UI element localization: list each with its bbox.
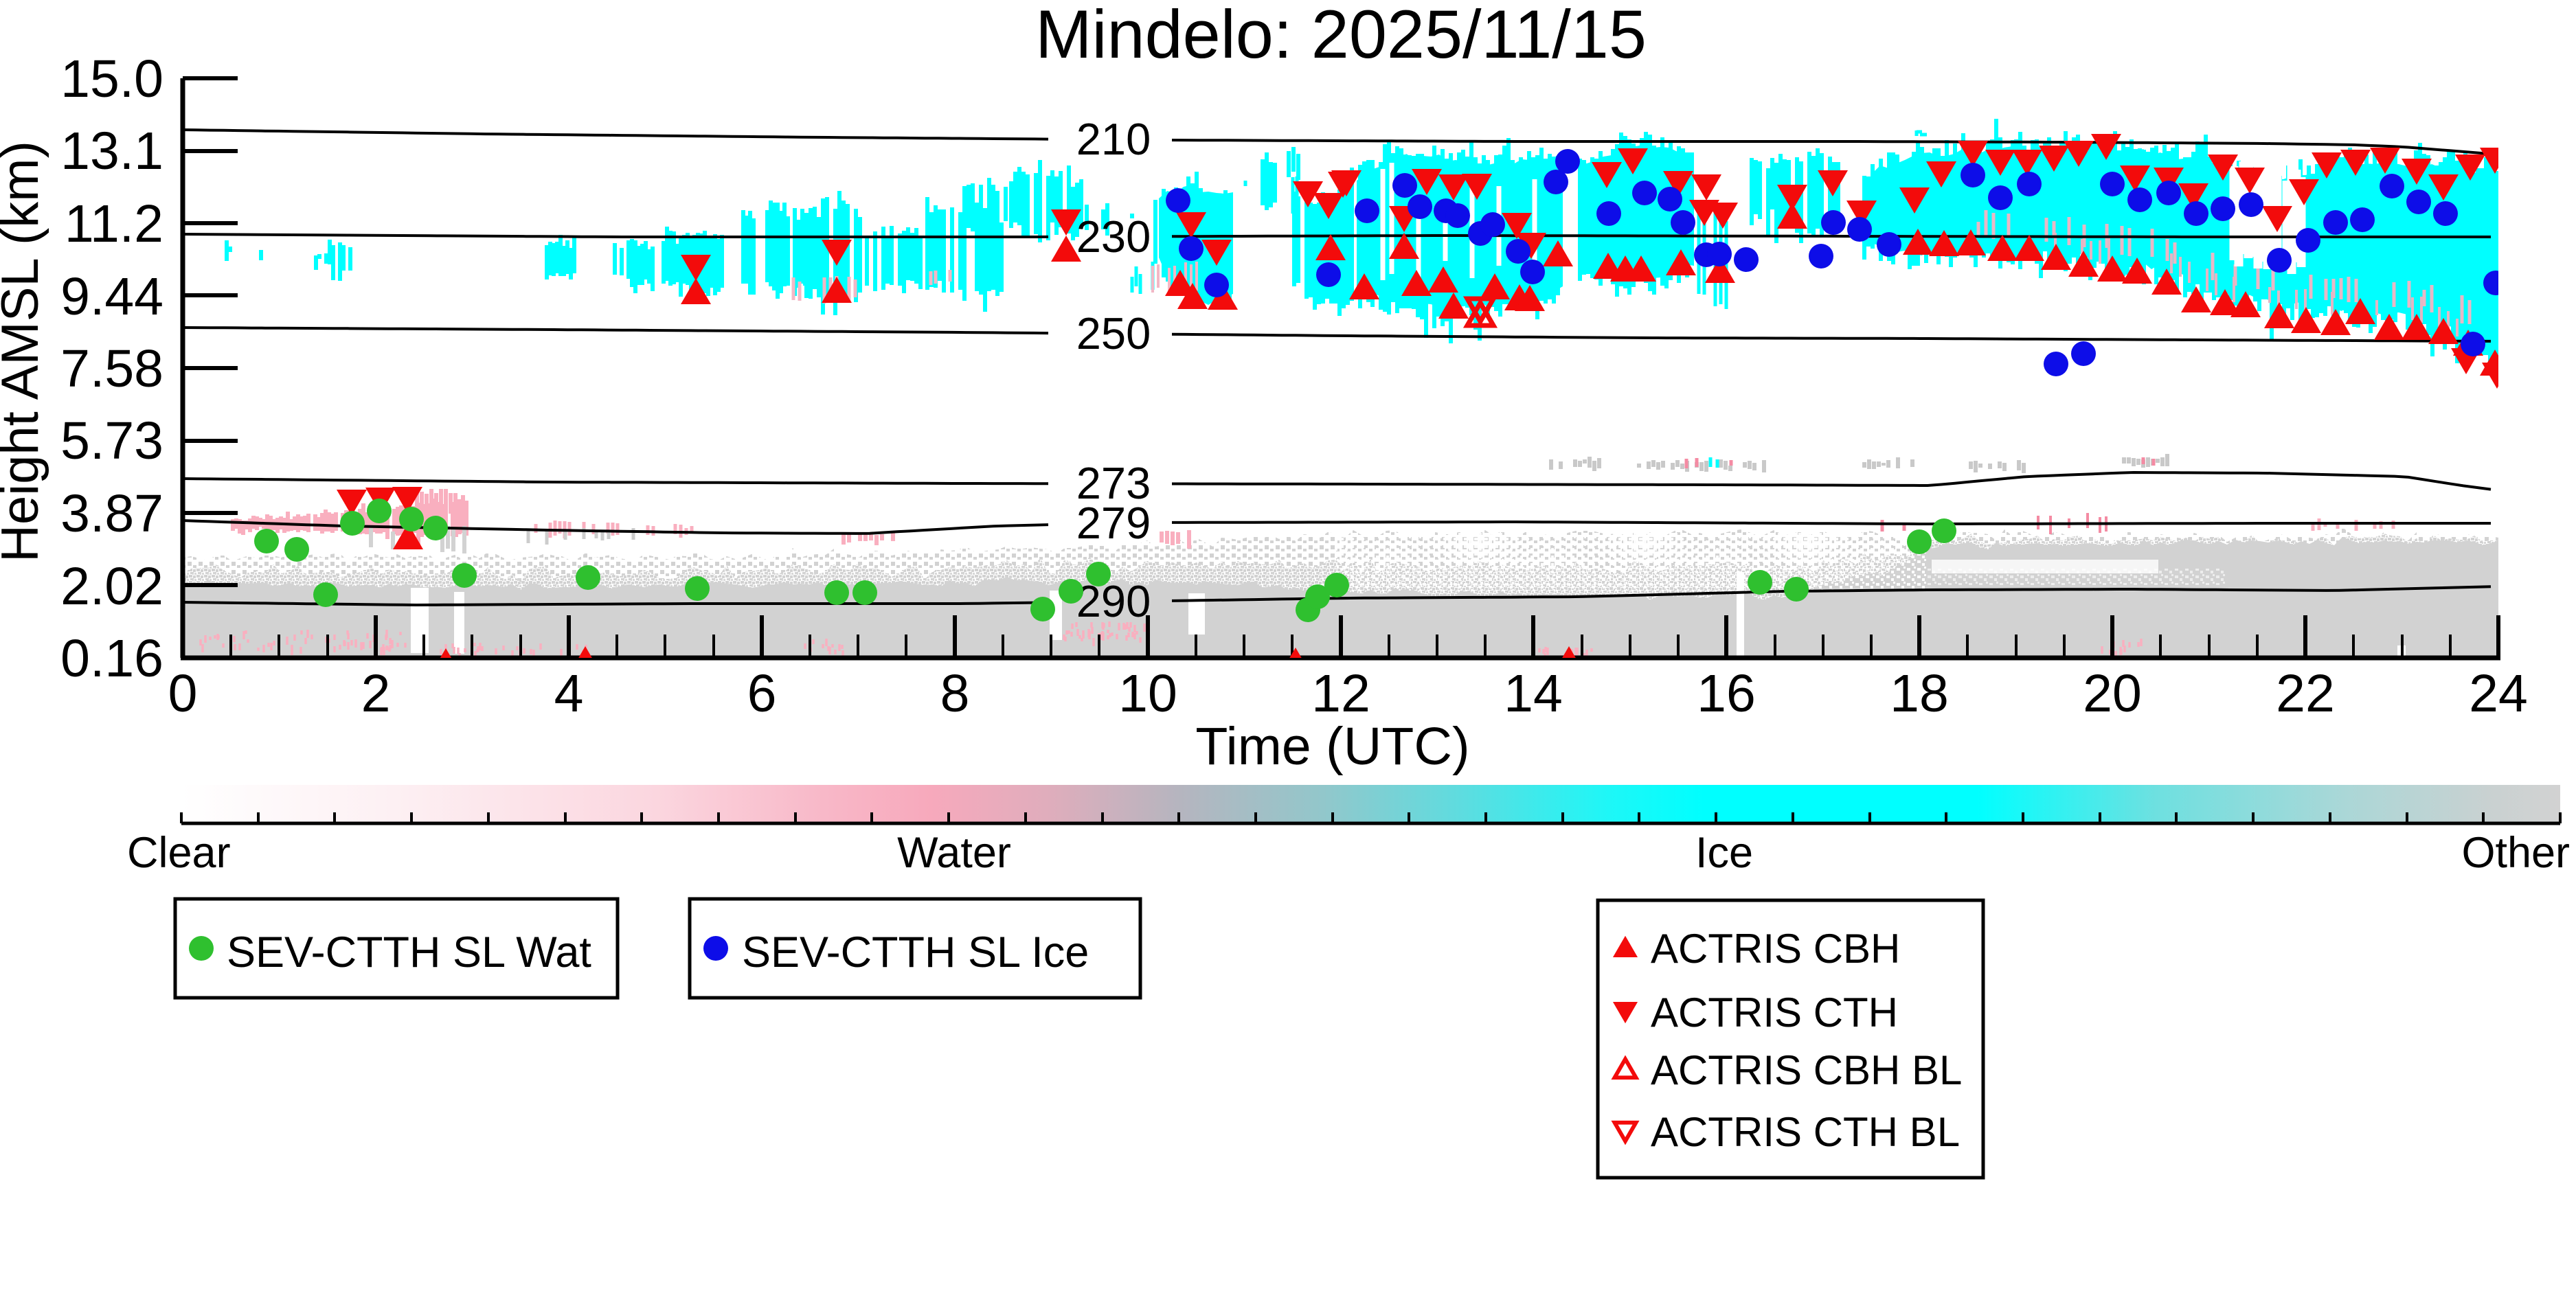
svg-text:Time (UTC): Time (UTC) — [1195, 717, 1469, 776]
svg-text:ACTRIS CBH BL: ACTRIS CBH BL — [1651, 1047, 1962, 1093]
svg-text:10: 10 — [1118, 664, 1177, 723]
svg-text:290: 290 — [1076, 576, 1151, 626]
svg-text:2.02: 2.02 — [60, 557, 163, 616]
svg-text:SEV-CTTH SL Wat: SEV-CTTH SL Wat — [227, 928, 591, 976]
svg-text:273: 273 — [1076, 458, 1151, 508]
svg-text:0.16: 0.16 — [60, 629, 163, 688]
svg-text:Clear: Clear — [127, 829, 231, 877]
svg-text:ACTRIS CTH: ACTRIS CTH — [1651, 990, 1898, 1036]
svg-text:22: 22 — [2276, 664, 2335, 723]
svg-text:Other: Other — [2461, 829, 2570, 877]
svg-text:24: 24 — [2469, 664, 2528, 723]
svg-text:3.87: 3.87 — [60, 484, 163, 543]
svg-text:14: 14 — [1504, 664, 1563, 723]
svg-text:16: 16 — [1697, 664, 1756, 723]
svg-text:Height AMSL (km): Height AMSL (km) — [0, 141, 49, 562]
svg-text:ACTRIS CTH BL: ACTRIS CTH BL — [1651, 1109, 1960, 1155]
svg-text:18: 18 — [1890, 664, 1949, 723]
svg-text:ACTRIS CBH: ACTRIS CBH — [1651, 926, 1900, 972]
svg-text:6: 6 — [747, 664, 777, 723]
svg-text:9.44: 9.44 — [60, 267, 163, 326]
svg-text:Ice: Ice — [1695, 829, 1753, 877]
svg-text:8: 8 — [940, 664, 970, 723]
svg-text:11.2: 11.2 — [65, 194, 163, 253]
svg-text:15.0: 15.0 — [60, 49, 163, 108]
svg-text:279: 279 — [1076, 498, 1151, 548]
svg-text:13.1: 13.1 — [60, 122, 163, 181]
svg-text:2: 2 — [361, 664, 391, 723]
svg-text:5.73: 5.73 — [60, 411, 163, 470]
svg-text:SEV-CTTH SL Ice: SEV-CTTH SL Ice — [742, 928, 1089, 976]
svg-text:12: 12 — [1311, 664, 1370, 723]
svg-text:230: 230 — [1076, 212, 1151, 262]
svg-text:7.58: 7.58 — [60, 339, 163, 398]
svg-text:Water: Water — [897, 829, 1011, 877]
svg-text:4: 4 — [554, 664, 584, 723]
svg-text:0: 0 — [168, 664, 198, 723]
svg-text:20: 20 — [2083, 664, 2142, 723]
svg-text:Mindelo: 2025/11/15: Mindelo: 2025/11/15 — [1035, 0, 1647, 72]
svg-text:210: 210 — [1076, 114, 1151, 164]
svg-text:250: 250 — [1076, 308, 1151, 358]
